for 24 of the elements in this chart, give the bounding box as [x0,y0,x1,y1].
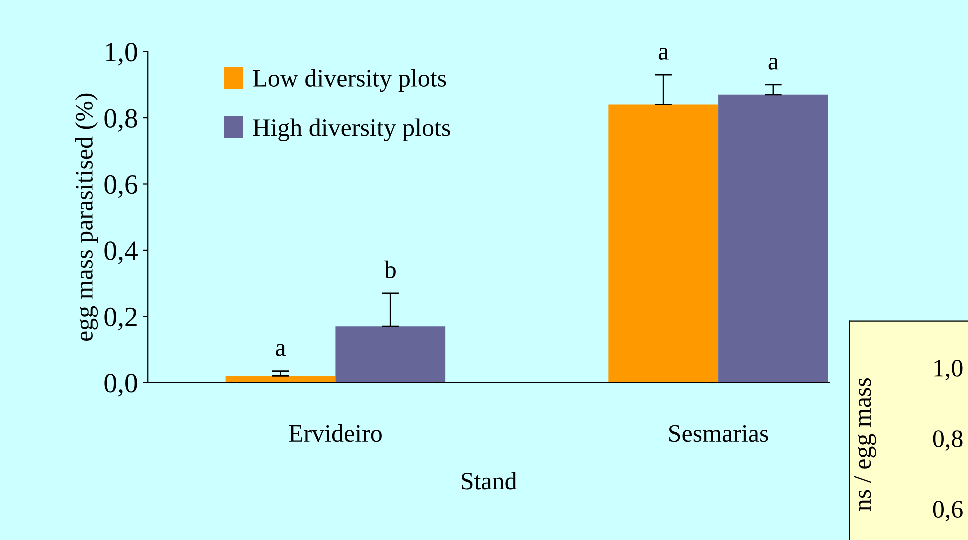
legend-label: High diversity plots [253,118,450,142]
text: 0,6 [933,501,963,522]
y-tick-label: 0,2 [104,308,137,331]
x-tick-label: Ervideiro [289,424,382,442]
text: 1,0 [934,360,963,380]
bar [718,94,828,383]
text: 0,8 [933,430,963,452]
x-tick-label: Sesmarias [670,425,768,442]
annotation: a [276,344,286,356]
y-tick-label: 0,4 [104,242,138,264]
bar [608,104,719,383]
bar [336,326,446,383]
legend-label: Low diversity plots [253,69,446,92]
annotation: b [384,260,396,278]
y-tick-label: 1,0 [106,43,138,66]
y-axis-title: egg mass parasitised (%) [75,94,98,341]
y-tick-label: 0,8 [104,109,138,132]
y-tick-label: 0,0 [104,374,138,397]
annotation: a [768,58,779,70]
y-tick-label: 0,6 [104,175,138,198]
annotation: a [658,48,669,60]
text: ns / egg mass [854,378,876,511]
x-axis-title: Stand [462,472,518,490]
bar [226,376,336,383]
